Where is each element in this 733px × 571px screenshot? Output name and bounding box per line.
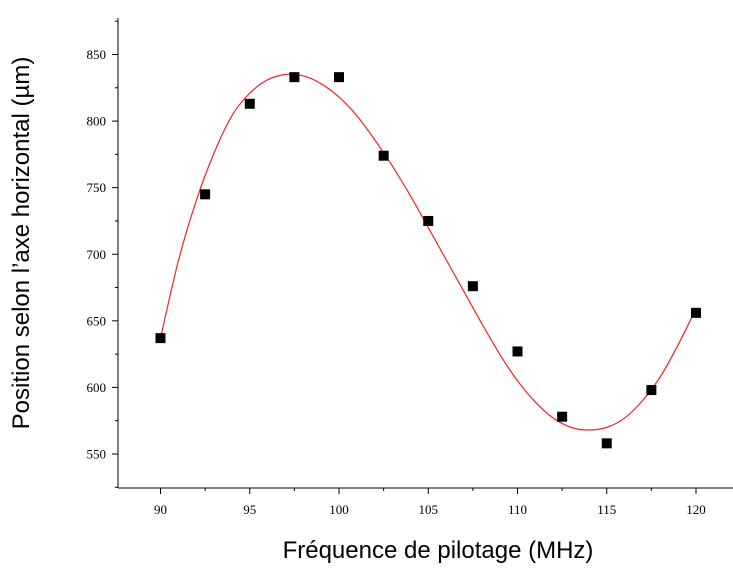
y-tick-label: 700 xyxy=(87,247,107,262)
data-point xyxy=(289,72,300,83)
x-tick-label: 105 xyxy=(419,502,439,517)
data-point xyxy=(378,150,389,161)
x-axis-title: Fréquence de pilotage (MHz) xyxy=(283,537,594,564)
y-tick-label: 550 xyxy=(87,447,107,462)
x-tick-label: 90 xyxy=(154,502,167,517)
x-tick-label: 95 xyxy=(243,502,256,517)
x-axis-ticks: 90 95 100 105 110 115 120 xyxy=(154,488,706,517)
axes xyxy=(117,18,733,489)
y-tick-label: 600 xyxy=(87,380,107,395)
data-point xyxy=(423,215,434,226)
data-point xyxy=(200,189,211,200)
data-point xyxy=(512,346,523,357)
data-point xyxy=(334,72,344,83)
data-point xyxy=(691,307,701,318)
y-tick-label: 800 xyxy=(87,114,107,129)
data-points xyxy=(155,72,701,449)
x-tick-label: 100 xyxy=(329,502,349,517)
data-point xyxy=(646,385,657,396)
data-point xyxy=(155,333,166,344)
x-tick-label: 110 xyxy=(508,502,527,517)
data-point xyxy=(244,98,255,109)
fit-curve xyxy=(159,73,697,431)
data-point xyxy=(601,438,612,449)
y-tick-label: 850 xyxy=(87,47,107,62)
data-point xyxy=(467,281,478,292)
y-tick-label: 750 xyxy=(87,180,107,195)
y-tick-label: 650 xyxy=(87,313,107,328)
x-tick-label: 115 xyxy=(597,502,616,517)
y-axis-ticks: 550 600 650 700 750 800 850 xyxy=(87,20,118,488)
x-tick-label: 120 xyxy=(686,502,706,517)
data-point xyxy=(557,411,568,422)
y-axis-title: Position selon l’axe horizontal (µm) xyxy=(8,57,35,430)
